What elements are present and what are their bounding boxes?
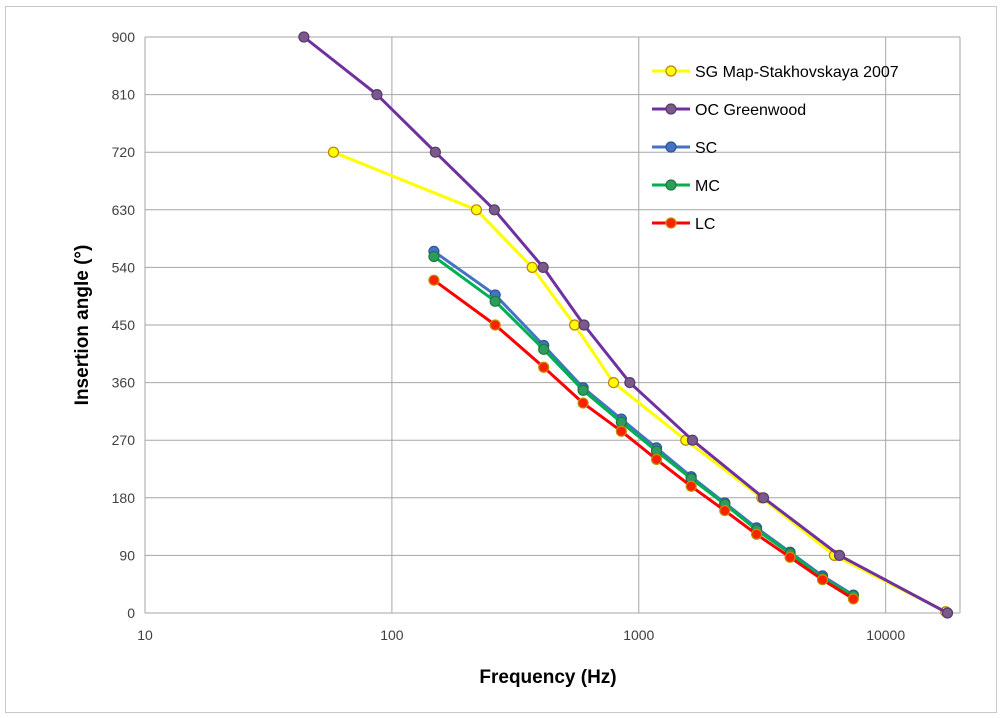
data-point: [847, 593, 859, 605]
data-point: [327, 146, 340, 158]
legend-swatch-marker: [665, 65, 677, 77]
legend-label: OC Greenwood: [695, 102, 806, 119]
y-tick-label: 540: [112, 259, 136, 275]
data-point: [538, 361, 550, 373]
y-tick-label: 450: [112, 317, 136, 333]
data-point: [428, 274, 440, 286]
data-point: [784, 551, 796, 563]
data-point: [686, 434, 699, 446]
legend-item: SC: [652, 140, 717, 157]
y-tick-label: 90: [119, 547, 135, 563]
y-tick-label: 900: [112, 29, 136, 45]
data-point: [757, 492, 770, 504]
data-point: [685, 480, 697, 492]
y-tick-label: 720: [112, 144, 136, 160]
data-point: [489, 319, 501, 331]
data-point: [429, 146, 441, 158]
chart-frame: [5, 6, 997, 713]
x-tick-label: 1000: [623, 627, 654, 643]
legend-item: LC: [652, 216, 715, 233]
legend-item: MC: [652, 178, 720, 195]
data-point: [538, 343, 550, 355]
data-point: [624, 377, 636, 389]
grid-layer: [144, 36, 961, 614]
data-point: [615, 425, 627, 437]
series-line: [433, 255, 855, 597]
data-point: [578, 319, 590, 331]
legend-swatch-marker: [665, 141, 677, 153]
series-line: [332, 150, 947, 614]
series-line: [433, 278, 855, 601]
y-tick-label: 630: [112, 202, 136, 218]
data-point: [488, 204, 500, 216]
data-point: [569, 319, 581, 331]
legend-label: SC: [695, 140, 717, 157]
x-tick-label: 100: [380, 627, 404, 643]
legend-label: SG Map-Stakhovskaya 2007: [695, 64, 899, 81]
series-sg-map-stakhovskaya-2007: [327, 146, 952, 618]
y-tick-label: 270: [112, 432, 136, 448]
series-lc: [428, 274, 859, 605]
legend-item: SG Map-Stakhovskaya 2007: [652, 64, 899, 81]
legend-swatch-marker: [665, 217, 677, 229]
y-tick-label: 0: [127, 605, 135, 621]
data-point: [577, 397, 589, 409]
data-point: [577, 384, 589, 396]
y-axis-title: Insertion angle (°): [72, 245, 93, 406]
data-point: [607, 377, 620, 389]
legend-swatch-marker: [665, 103, 677, 115]
x-tick-label: 10: [137, 627, 153, 643]
data-point: [941, 607, 954, 619]
data-point: [650, 453, 663, 465]
legend-label: MC: [695, 178, 720, 195]
series-layer: [298, 31, 954, 619]
data-point: [750, 528, 763, 540]
y-tick-label: 180: [112, 490, 136, 506]
data-point: [371, 88, 383, 101]
y-tick-label: 810: [112, 87, 136, 103]
legend-swatch-marker: [665, 179, 677, 191]
data-point: [719, 505, 731, 517]
data-point: [833, 549, 846, 562]
legend-item: OC Greenwood: [652, 102, 806, 119]
data-point: [526, 261, 538, 273]
y-tick-label: 360: [112, 375, 136, 391]
data-point: [489, 295, 501, 307]
tick-labels: 0 90 180 270 360 450 540 630 720 810 900 10 100 1000 1…: [112, 29, 906, 643]
data-point: [298, 31, 310, 43]
series-oc-greenwood: [298, 31, 954, 619]
legend-label: LC: [695, 216, 715, 233]
data-point: [816, 574, 829, 586]
data-point: [470, 204, 483, 216]
data-point: [428, 250, 440, 263]
x-tick-label: 10000: [866, 627, 905, 643]
legend: SG Map-Stakhovskaya 2007 OC Greenwood SC MC…: [652, 64, 899, 233]
x-axis-title: Frequency (Hz): [479, 667, 616, 688]
data-point: [537, 261, 549, 273]
